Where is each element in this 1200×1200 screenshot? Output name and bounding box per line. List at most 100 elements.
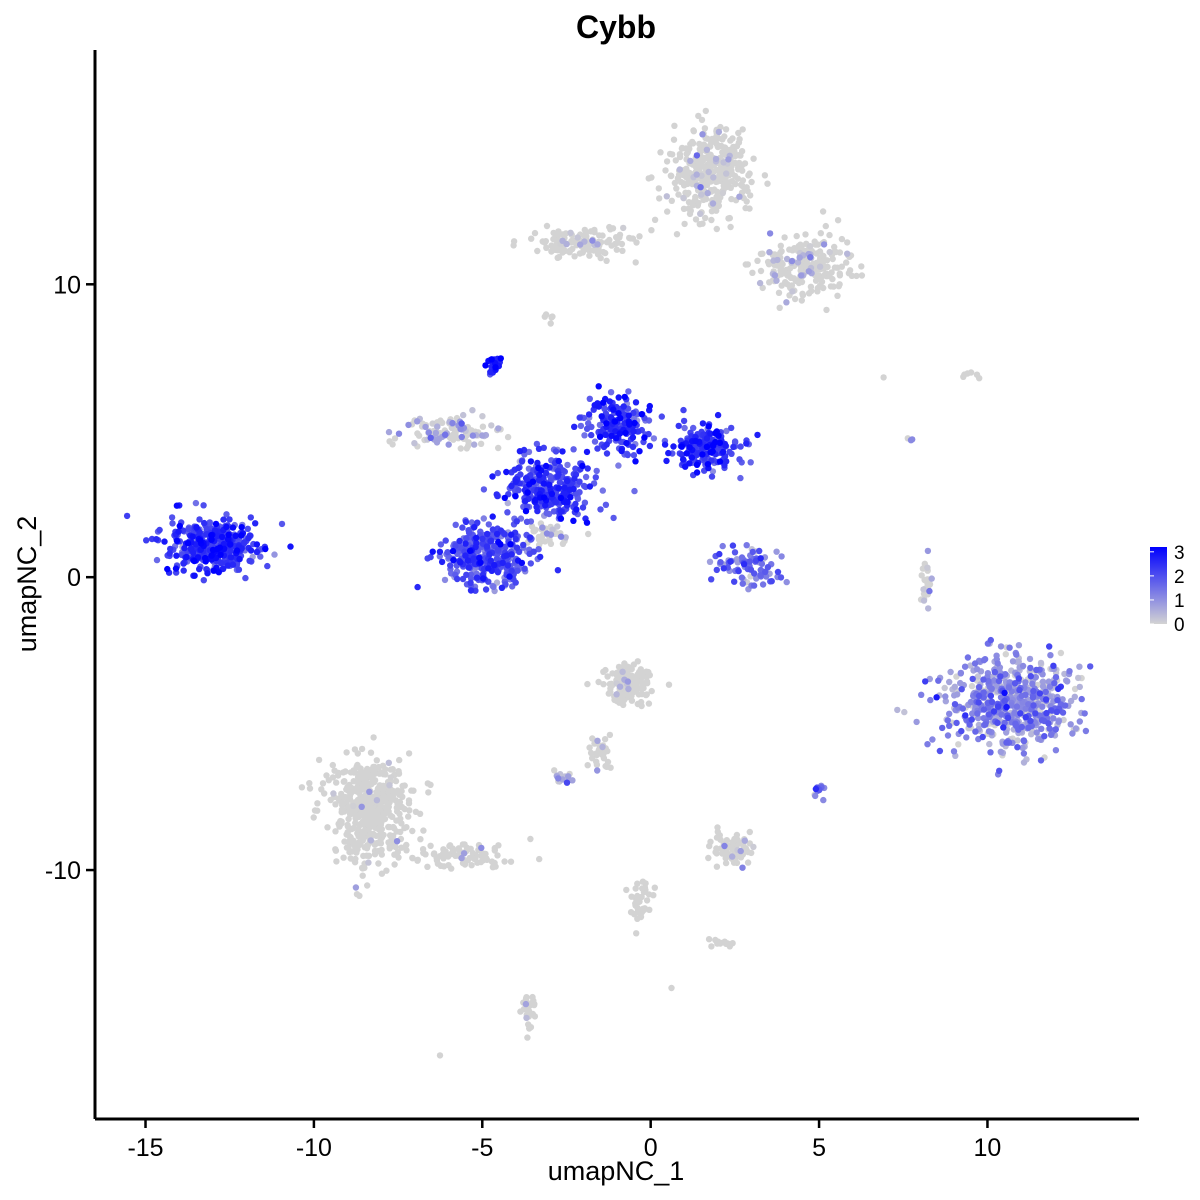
cell-point xyxy=(343,844,351,851)
cell-point xyxy=(529,999,536,1006)
cell-point xyxy=(759,581,767,588)
cell-point xyxy=(706,558,714,565)
cell-point xyxy=(757,555,764,562)
cell-point xyxy=(1001,697,1008,704)
cell-point xyxy=(522,498,529,505)
cell-point xyxy=(924,564,931,571)
cell-point xyxy=(497,355,504,362)
cell-point xyxy=(1046,725,1053,732)
cell-point xyxy=(542,502,549,509)
cell-point xyxy=(771,272,779,279)
x-tick-label: -5 xyxy=(471,1134,493,1162)
cell-point xyxy=(976,684,983,691)
cell-point xyxy=(564,498,571,506)
cell-point xyxy=(619,668,626,675)
cell-point xyxy=(699,131,706,138)
cell-point xyxy=(656,195,663,202)
cell-point xyxy=(791,295,799,303)
cell-point xyxy=(727,137,734,144)
cell-point xyxy=(651,216,659,223)
cell-point xyxy=(218,533,226,541)
cell-point xyxy=(1043,709,1050,717)
cell-point xyxy=(987,636,994,644)
cell-point xyxy=(449,547,457,555)
cell-point xyxy=(425,429,432,436)
cell-point xyxy=(680,417,688,425)
cell-point xyxy=(713,166,721,174)
cell-point xyxy=(414,418,421,425)
cell-point xyxy=(960,373,967,380)
cell-point xyxy=(306,785,314,792)
cell-point xyxy=(459,575,467,583)
cell-point xyxy=(623,439,630,447)
cell-point xyxy=(417,836,424,843)
cell-point xyxy=(494,492,501,500)
cell-point xyxy=(679,456,687,463)
cell-point xyxy=(415,432,423,439)
cell-point xyxy=(734,175,742,182)
cell-point xyxy=(314,800,321,807)
cell-point xyxy=(625,412,632,419)
cell-point xyxy=(819,252,826,259)
cell-point xyxy=(994,719,1001,726)
cell-point xyxy=(744,859,752,866)
cell-point xyxy=(344,821,351,829)
cell-point xyxy=(823,306,830,314)
cell-point xyxy=(950,748,958,755)
cell-point xyxy=(457,445,464,452)
cell-point xyxy=(534,247,541,255)
cell-point xyxy=(688,454,696,461)
cell-point xyxy=(452,542,459,550)
cell-point xyxy=(371,841,379,848)
cell-point xyxy=(479,432,486,439)
cell-point xyxy=(489,513,496,520)
cell-point xyxy=(485,565,492,572)
cell-point xyxy=(405,421,412,429)
cell-point xyxy=(764,180,771,187)
cell-point xyxy=(446,842,454,849)
cell-point xyxy=(1032,674,1040,681)
cell-point xyxy=(471,441,478,448)
cell-point xyxy=(756,279,764,287)
cell-point xyxy=(701,125,709,132)
cell-point xyxy=(378,870,386,877)
cell-point xyxy=(648,174,655,181)
cell-point xyxy=(478,844,485,852)
cell-point xyxy=(393,838,401,845)
cell-point xyxy=(201,519,208,527)
cell-point xyxy=(749,269,756,276)
cell-point xyxy=(738,554,746,561)
cell-point xyxy=(674,175,682,182)
cell-point xyxy=(1039,678,1047,685)
cell-point xyxy=(482,362,489,369)
cell-point xyxy=(452,521,459,528)
cell-point xyxy=(735,129,742,137)
cell-point xyxy=(985,677,992,685)
cell-point xyxy=(523,518,531,525)
cell-point xyxy=(528,235,535,242)
cell-point xyxy=(1037,757,1045,764)
cell-point xyxy=(501,858,508,865)
cell-point xyxy=(242,574,249,582)
cell-point xyxy=(332,846,339,853)
cell-point xyxy=(401,843,409,851)
cell-point xyxy=(546,481,553,488)
cell-point xyxy=(191,557,198,565)
cell-point xyxy=(624,678,632,685)
cell-point xyxy=(310,814,317,821)
cell-point xyxy=(542,238,549,245)
cell-point xyxy=(217,559,225,567)
cell-point xyxy=(1032,710,1039,717)
cell-point xyxy=(623,886,630,894)
cell-point xyxy=(252,520,259,527)
cell-point xyxy=(347,769,355,776)
cell-point xyxy=(191,572,198,579)
cell-point xyxy=(740,561,748,568)
cell-point xyxy=(836,249,844,256)
cell-point xyxy=(487,368,494,376)
cell-point xyxy=(1033,729,1040,736)
cell-point xyxy=(359,834,366,841)
cell-point xyxy=(1013,703,1021,710)
cell-point xyxy=(814,288,821,295)
cell-point xyxy=(382,766,389,773)
